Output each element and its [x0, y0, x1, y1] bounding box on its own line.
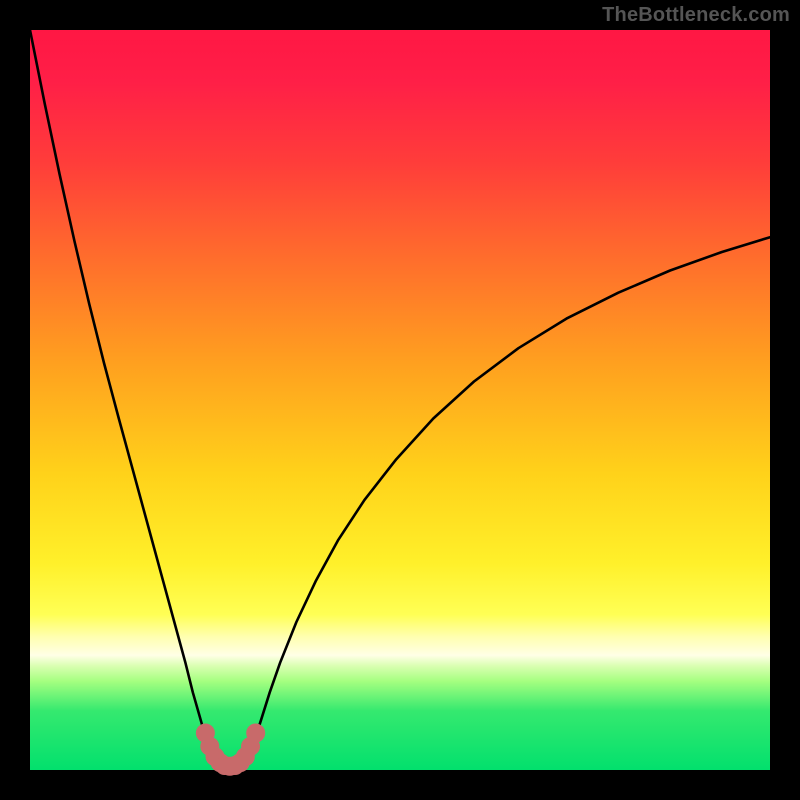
watermark-label: TheBottleneck.com	[602, 4, 790, 27]
chart-svg	[0, 0, 800, 800]
chart-stage: TheBottleneck.com	[0, 0, 800, 800]
heat-gradient-panel	[30, 30, 770, 770]
min-marker	[247, 724, 265, 742]
